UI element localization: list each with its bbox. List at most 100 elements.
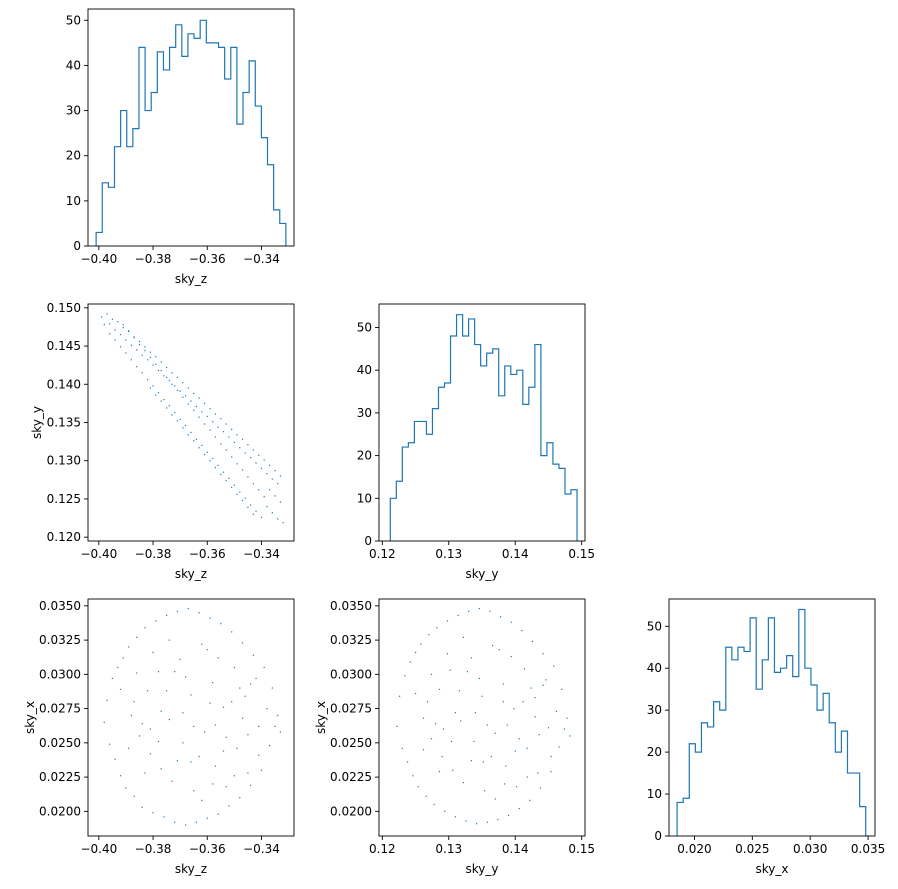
scatter-point [252, 513, 254, 515]
scatter-point [542, 653, 544, 655]
scatter-point [144, 346, 146, 348]
y-tick-label: 0.150 [47, 301, 81, 315]
scatter-point [103, 324, 105, 326]
y-tick-label: 0.125 [47, 492, 81, 506]
y-tick-label: 0.145 [47, 339, 81, 353]
scatter-point [396, 725, 398, 727]
scatter-point [109, 323, 111, 325]
axes-frame [87, 8, 295, 247]
scatter-point [438, 771, 441, 773]
scatter-point [152, 385, 154, 387]
scatter-point [144, 627, 146, 629]
scatter-point [231, 486, 233, 489]
scatter-point [190, 431, 192, 434]
scatter-point [198, 612, 200, 614]
scatter-point [476, 823, 478, 825]
scatter-point [184, 424, 187, 427]
scatter-point [152, 812, 154, 814]
scatter-point [152, 651, 154, 654]
scatter-point [122, 657, 124, 659]
scatter-point [263, 496, 265, 498]
scatter-point [277, 518, 279, 520]
scatter-point [271, 512, 273, 514]
scatter-point [545, 679, 547, 681]
scatter-point [122, 327, 124, 329]
x-tick-label: 0.15 [568, 547, 595, 561]
scatter-point [119, 775, 122, 777]
scatter-point [141, 354, 143, 356]
y-axis-label: sky_x [23, 701, 37, 734]
y-tick-label: 10 [647, 787, 662, 801]
scatter-point [537, 772, 539, 774]
scatter-point [171, 780, 173, 782]
scatter-point [271, 478, 273, 480]
scatter-point [136, 636, 138, 638]
scatter-point [433, 803, 435, 806]
scatter-point [233, 666, 235, 669]
x-tick-label: −0.34 [243, 547, 280, 561]
scatter-point [260, 467, 263, 469]
scatter-point [482, 761, 484, 763]
scatter-point [176, 610, 179, 612]
scatter-point [250, 784, 252, 786]
y-tick-label: 30 [66, 104, 81, 118]
x-tick-label: −0.36 [189, 252, 226, 266]
scatter-point [133, 795, 135, 797]
scatter-point [258, 454, 260, 456]
scatter-point [260, 516, 263, 518]
scatter-point [182, 427, 184, 429]
scatter-point [258, 489, 260, 491]
scatter-point [206, 415, 208, 417]
x-tick-label: 0.030 [793, 842, 827, 856]
scatter-point [201, 444, 203, 447]
scatter-point [168, 379, 170, 382]
scatter-point [179, 418, 181, 421]
scatter-point [149, 351, 151, 353]
scatter-point [244, 452, 246, 454]
scatter-point [198, 397, 200, 399]
x-tick-label: 0.035 [851, 842, 885, 856]
x-axis-label: sky_y [466, 567, 499, 581]
scatter-point [446, 620, 449, 622]
scatter-point [239, 447, 241, 449]
scatter-point [203, 454, 206, 456]
x-tick-label: 0.15 [568, 842, 595, 856]
y-tick-label: 0 [73, 239, 81, 253]
x-tick-label: 0.12 [369, 547, 396, 561]
scatter-point [109, 333, 111, 335]
scatter-point [182, 742, 184, 744]
scatter-point [547, 727, 550, 729]
scatter-point [269, 489, 271, 491]
scatter-point [203, 423, 206, 425]
scatter-point [550, 755, 552, 758]
scatter-point [149, 356, 151, 359]
scatter-point [269, 464, 271, 466]
scatter-point [190, 400, 192, 402]
scatter-point [195, 821, 198, 823]
scatter-point [470, 657, 472, 659]
scatter-point [233, 441, 235, 443]
scatter-point [228, 436, 230, 438]
scatter-point [119, 688, 122, 691]
scatter-point [198, 447, 200, 449]
scatter-point [534, 716, 536, 718]
panel-scatter-sky_y-sky_x: 0.12 0.13 0.14 0.15 0.0200 0.0225 0.0250 0.0275… [314, 598, 595, 876]
scatter-point [193, 725, 195, 727]
scatter-point [138, 343, 141, 346]
scatter-point [149, 728, 151, 730]
scatter-point [255, 677, 257, 680]
scatter-point [458, 690, 461, 692]
scatter-point [138, 735, 141, 737]
scatter-point [523, 668, 526, 670]
y-tick-label: 30 [647, 703, 662, 717]
scatter-point [529, 799, 531, 801]
scatter-point [244, 695, 246, 697]
scatter-point [518, 738, 520, 740]
scatter-point [241, 469, 244, 471]
scatter-point [430, 673, 433, 675]
scatter-point [465, 820, 467, 822]
scatter-point [513, 708, 515, 710]
scatter-point [442, 728, 445, 730]
scatter-point [209, 429, 211, 431]
scatter-point [510, 655, 512, 658]
